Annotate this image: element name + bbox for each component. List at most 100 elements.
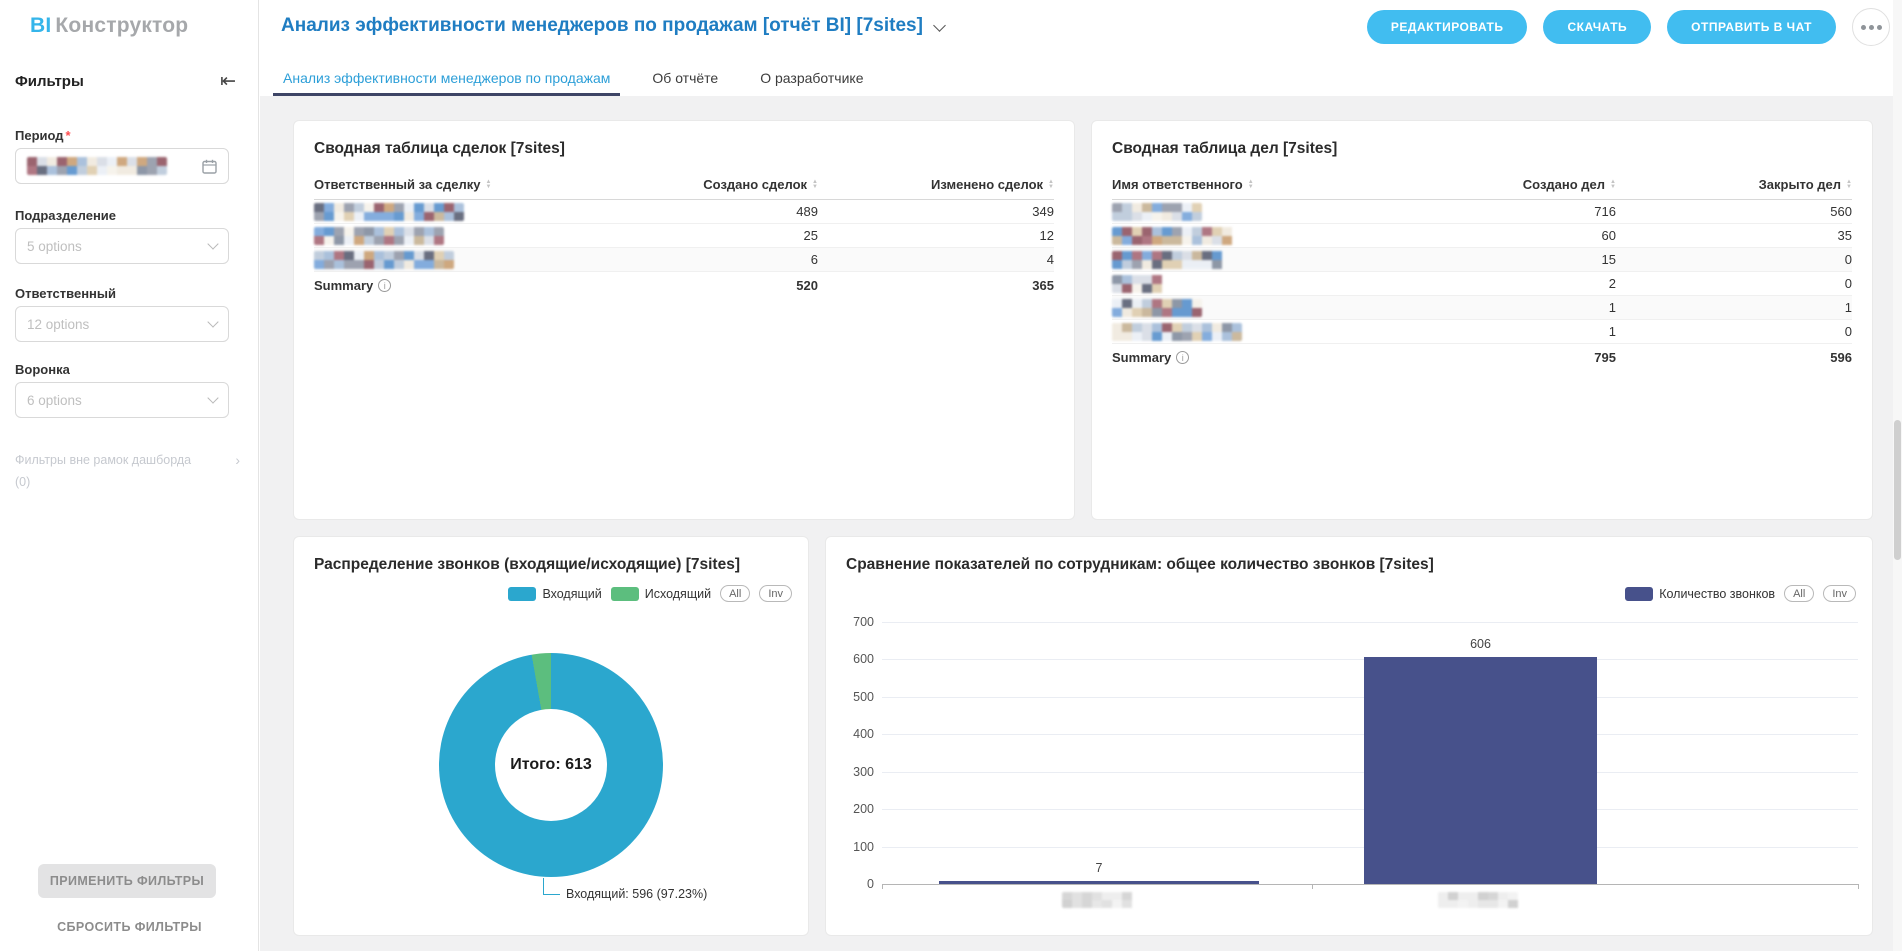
- donut-chart-title: Распределение звонков (входящие/исходящи…: [314, 556, 740, 573]
- donut-chart[interactable]: Итого: 613: [439, 653, 663, 877]
- redacted-name: [1112, 298, 1202, 317]
- deals-table-body: 489 349 25 12 6 4: [314, 200, 1054, 272]
- chevron-down-icon: [207, 392, 219, 404]
- division-select[interactable]: 5 options: [15, 228, 229, 264]
- funnel-select[interactable]: 6 options: [15, 382, 229, 418]
- gridline: 0: [867, 877, 1858, 891]
- sort-icon[interactable]: ▲ ▼: [812, 178, 818, 190]
- y-axis-tick-label: 0: [867, 877, 874, 891]
- filter-pill-inv[interactable]: Inv: [1823, 585, 1856, 602]
- reset-filters-button[interactable]: СБРОСИТЬ ФИЛЬТРЫ: [0, 920, 259, 934]
- x-axis-tick: [1858, 884, 1859, 889]
- responsible-label: Ответственный: [15, 286, 116, 301]
- column-header[interactable]: Закрыто дел ▲ ▼: [1758, 177, 1852, 192]
- legend-item-incoming[interactable]: Входящий: [508, 586, 602, 601]
- main-area: Анализ эффективности менеджеров по прода…: [260, 0, 1902, 951]
- sort-icon[interactable]: ▲ ▼: [1048, 178, 1054, 190]
- calendar-icon: [202, 159, 217, 174]
- y-axis-tick-label: 600: [853, 652, 874, 667]
- calls-donut-card: Распределение звонков (входящие/исходящи…: [293, 536, 809, 936]
- chevron-right-icon: ›: [235, 452, 240, 468]
- table-cell: 560: [1830, 204, 1852, 219]
- deals-table-header: Ответственный за сделку ▲ ▼ Создано сделок…: [314, 173, 1054, 200]
- table-row: 60 35: [1112, 224, 1852, 248]
- period-input[interactable]: [15, 148, 229, 184]
- division-label: Подразделение: [15, 208, 117, 223]
- outer-filters-section: Фильтры вне рамок дашборда › (0): [15, 452, 240, 489]
- column-header[interactable]: Ответственный за сделку ▲ ▼: [314, 177, 492, 192]
- bar[interactable]: [939, 881, 1259, 884]
- calls-bar-card: Сравнение показателей по сотрудникам: об…: [825, 536, 1873, 936]
- table-row: 716 560: [1112, 200, 1852, 224]
- sort-icon[interactable]: ▲ ▼: [1846, 178, 1852, 190]
- column-header[interactable]: Изменено сделок ▲ ▼: [930, 177, 1054, 192]
- column-header[interactable]: Имя ответственного ▲ ▼: [1112, 177, 1254, 192]
- download-button[interactable]: СКАЧАТЬ: [1543, 10, 1652, 44]
- donut-center: Итого: 613: [495, 709, 607, 821]
- gridline: 700: [853, 615, 1858, 629]
- y-axis-tick-label: 700: [853, 615, 874, 629]
- summary-info-icon[interactable]: i: [378, 279, 392, 292]
- redacted-x-axis-label: [1364, 892, 1597, 908]
- logo-text: Конструктор: [55, 14, 189, 37]
- filter-pill-all[interactable]: All: [720, 585, 751, 602]
- donut-callout-line: [543, 878, 560, 895]
- legend-swatch: [610, 586, 639, 601]
- table-cell: 0: [1844, 276, 1852, 291]
- legend-item-calls[interactable]: Количество звонков: [1625, 586, 1775, 601]
- y-axis-tick-label: 100: [853, 839, 874, 854]
- sort-icon[interactable]: ▲ ▼: [1247, 178, 1254, 190]
- tab-about-developer[interactable]: О разработчике: [760, 70, 864, 86]
- redacted-name: [1112, 274, 1167, 293]
- table-cell: 12: [1039, 228, 1054, 243]
- responsible-select[interactable]: 12 options: [15, 306, 229, 342]
- sort-icon[interactable]: ▲ ▼: [485, 178, 492, 190]
- more-options-button[interactable]: [1852, 8, 1890, 46]
- y-axis-tick-label: 300: [853, 764, 874, 779]
- column-header[interactable]: Создано сделок ▲ ▼: [703, 177, 818, 192]
- bar[interactable]: [1364, 657, 1597, 884]
- legend-item-outgoing[interactable]: Исходящий: [610, 586, 711, 601]
- filter-pill-inv[interactable]: Inv: [759, 585, 792, 602]
- deals-table-title: Сводная таблица сделок [7sites]: [314, 140, 565, 157]
- app-logo: BI Конструктор: [30, 14, 188, 38]
- chevron-down-icon: [207, 238, 219, 250]
- filters-title: Фильтры: [15, 73, 84, 90]
- send-to-chat-button[interactable]: ОТПРАВИТЬ В ЧАТ: [1667, 10, 1836, 44]
- report-tabs: Анализ эффективности менеджеров по прода…: [260, 60, 1902, 96]
- apply-filters-button[interactable]: ПРИМЕНИТЬ ФИЛЬТРЫ: [38, 864, 216, 898]
- table-cell: 2: [1608, 276, 1616, 291]
- tab-analysis[interactable]: Анализ эффективности менеджеров по прода…: [273, 60, 621, 96]
- tab-about-report[interactable]: Об отчёте: [652, 70, 719, 86]
- page-scrollbar[interactable]: [1893, 0, 1902, 951]
- table-cell: 25: [803, 228, 818, 243]
- donut-total-label: Итого: 613: [510, 756, 592, 773]
- table-cell: 0: [1844, 324, 1852, 339]
- column-header[interactable]: Создано дел ▲ ▼: [1522, 177, 1616, 192]
- summary-info-icon[interactable]: i: [1176, 351, 1190, 364]
- redacted-date-range: [27, 157, 167, 175]
- table-cell: 716: [1594, 204, 1616, 219]
- collapse-sidebar-icon[interactable]: ⇤: [220, 71, 236, 92]
- x-axis-tick: [1312, 884, 1313, 889]
- redacted-x-axis-label: [939, 892, 1259, 908]
- sort-icon[interactable]: ▲ ▼: [1610, 178, 1616, 190]
- y-axis-tick-label: 500: [853, 689, 874, 704]
- donut-callout-label: Входящий: 596 (97.23%): [566, 887, 708, 901]
- activities-table-body: 716 560 60 35 15 0 2 0 1 1 1 0: [1112, 200, 1852, 344]
- bar-legend: Количество звонков All Inv: [1625, 585, 1856, 602]
- redacted-name: [314, 250, 454, 269]
- redacted-name: [1112, 250, 1227, 269]
- title-chevron-down-icon[interactable]: [933, 18, 946, 32]
- redacted-name: [314, 226, 444, 245]
- legend-swatch: [508, 586, 537, 601]
- scrollbar-thumb[interactable]: [1894, 420, 1901, 560]
- activities-summary-row: Summary i 795 596: [1112, 350, 1852, 365]
- outer-filters-toggle[interactable]: Фильтры вне рамок дашборда ›: [15, 452, 240, 468]
- bar-chart-plot[interactable]: 700 600 500 400 300 200 100 0 7 606: [853, 615, 1859, 908]
- edit-button[interactable]: РЕДАКТИРОВАТЬ: [1366, 10, 1528, 44]
- redacted-name: [1112, 322, 1242, 341]
- filter-pill-all[interactable]: All: [1784, 585, 1815, 602]
- table-cell: 1: [1608, 324, 1616, 339]
